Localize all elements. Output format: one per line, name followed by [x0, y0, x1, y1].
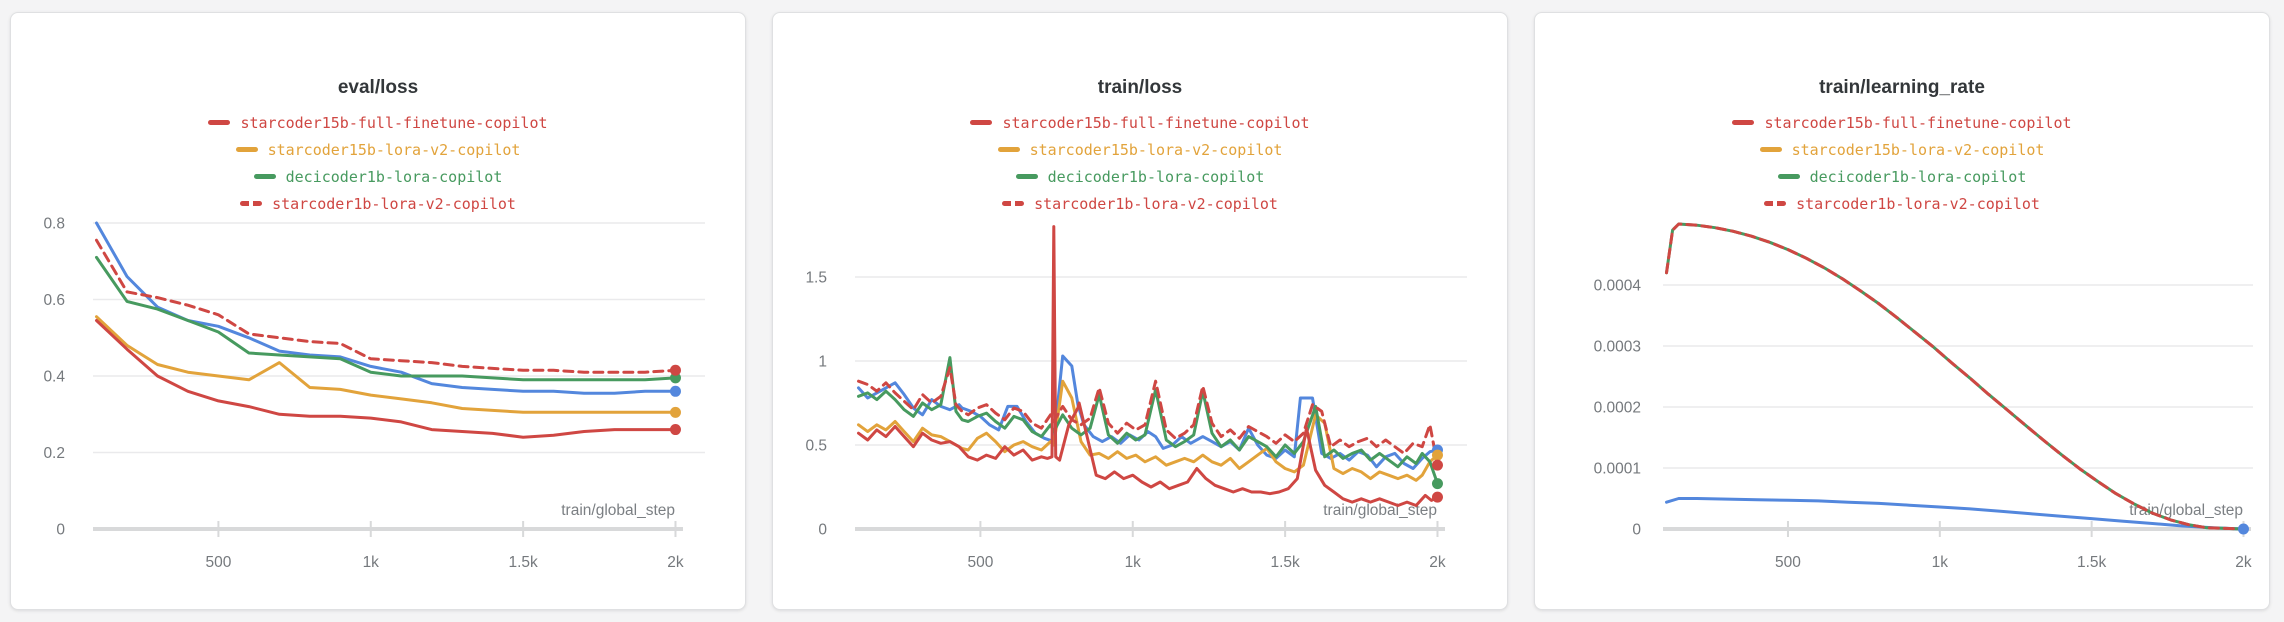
line-swatch-icon	[208, 120, 231, 125]
legend-item[interactable]: starcoder1b-lora-v2-copilot	[1764, 192, 2040, 215]
legend-item[interactable]: starcoder15b-lora-v2-copilot	[235, 138, 521, 161]
y-tick-label: 0	[56, 522, 65, 539]
endpoint-dot	[1431, 478, 1443, 490]
series-line	[95, 319, 677, 439]
y-tick-label: 0.0003	[1594, 339, 1641, 356]
x-axis-label: train/global_step	[561, 502, 675, 519]
line-swatch-icon	[235, 147, 258, 152]
legend-item[interactable]: decicoder1b-lora-copilot	[253, 165, 503, 188]
legend-run-name[interactable]: starcoder1b-lora-v2-copilot	[1796, 194, 2040, 213]
x-tick-label: 500	[967, 554, 993, 571]
legend-run-name[interactable]: starcoder1b-lora-v2-copilot	[1034, 194, 1278, 213]
x-tick-label: 2k	[1429, 554, 1446, 571]
y-tick-label: 0	[818, 522, 827, 539]
panel-train-learning-rate[interactable]: train/learning_rate starcoder15b-full-fi…	[1534, 12, 2270, 610]
legend-item[interactable]: starcoder15b-full-finetune-copilot	[208, 111, 548, 134]
legend-run-name[interactable]: starcoder15b-full-finetune-copilot	[1002, 113, 1310, 132]
line-swatch-icon	[1759, 147, 1782, 152]
legend-run-name[interactable]: starcoder15b-full-finetune-copilot	[240, 113, 548, 132]
chart-title: train/loss	[1097, 77, 1183, 98]
series-line	[1665, 222, 2245, 531]
dashed-line-swatch-icon	[240, 201, 263, 206]
line-swatch-icon	[970, 120, 993, 125]
dashed-line-swatch-icon	[1002, 201, 1025, 206]
endpoint-dot	[669, 385, 681, 397]
line-swatch-icon	[253, 174, 276, 179]
legend-run-name[interactable]: starcoder1b-lora-v2-copilot	[272, 194, 516, 213]
series-line	[857, 225, 1439, 507]
endpoint-dot	[1431, 459, 1443, 471]
endpoint-dot	[2237, 523, 2249, 535]
legend-run-name[interactable]: starcoder15b-lora-v2-copilot	[267, 140, 521, 159]
series-line	[857, 356, 1439, 486]
legend-run-name[interactable]: starcoder15b-lora-v2-copilot	[1029, 140, 1283, 159]
endpoint-dot	[1431, 491, 1443, 503]
endpoint-dot	[669, 424, 681, 436]
train-loss-chart[interactable]: 500 1k 1.5k 2k 0 0.5 1 1.5 train/global_step	[773, 13, 1507, 609]
legend-run-name[interactable]: decicoder1b-lora-copilot	[285, 167, 503, 186]
series-line	[95, 315, 677, 414]
x-tick-label: 2k	[2235, 554, 2252, 571]
x-tick-label: 2k	[667, 554, 684, 571]
legend-run-name[interactable]: decicoder1b-lora-copilot	[1809, 167, 2027, 186]
endpoint-dot	[669, 364, 681, 376]
chart-title: train/learning_rate	[1819, 77, 1985, 98]
legend-run-name[interactable]: starcoder15b-lora-v2-copilot	[1791, 140, 2045, 159]
chart-title: eval/loss	[337, 77, 419, 98]
series-line	[1665, 222, 2245, 531]
series-line	[95, 255, 677, 382]
chart-legend: starcoder15b-full-finetune-copilot starco…	[1535, 111, 2269, 215]
legend-item[interactable]: decicoder1b-lora-copilot	[1015, 165, 1265, 188]
y-tick-label: 0.0001	[1594, 461, 1641, 478]
eval-loss-chart[interactable]: 500 1k 1.5k 2k 0 0.2 0.4 0.6 0.8 train/global_ste…	[11, 13, 745, 609]
x-tick-label: 1.5k	[508, 554, 538, 571]
chart-legend: starcoder15b-full-finetune-copilot starco…	[773, 111, 1507, 215]
y-tick-label: 1.5	[805, 270, 827, 287]
y-tick-label: 1	[818, 354, 827, 371]
chart-legend: starcoder15b-full-finetune-copilot starco…	[11, 111, 745, 215]
endpoint-dot	[669, 372, 681, 384]
y-tick-label: 0	[1632, 522, 1641, 539]
series-line	[95, 221, 677, 395]
line-swatch-icon	[1015, 174, 1038, 179]
y-tick-label: 0.0002	[1594, 400, 1641, 417]
series-line	[95, 238, 677, 374]
x-tick-label: 1k	[363, 554, 380, 571]
endpoint-dot	[669, 406, 681, 418]
line-swatch-icon	[997, 147, 1020, 152]
x-tick-label: 500	[205, 554, 231, 571]
x-tick-label: 1.5k	[1270, 554, 1300, 571]
x-tick-label: 1k	[1125, 554, 1142, 571]
y-tick-label: 0.5	[805, 438, 827, 455]
panel-eval-loss[interactable]: eval/loss starcoder15b-full-finetune-cop…	[10, 12, 746, 610]
legend-item[interactable]: starcoder1b-lora-v2-copilot	[240, 192, 516, 215]
dashed-line-swatch-icon	[1764, 201, 1787, 206]
y-tick-label: 0.4	[43, 369, 65, 386]
y-tick-label: 0.2	[43, 445, 65, 462]
series-line	[857, 366, 1439, 467]
legend-item[interactable]: starcoder15b-full-finetune-copilot	[970, 111, 1310, 134]
y-tick-label: 0.0004	[1594, 278, 1642, 295]
legend-run-name[interactable]: decicoder1b-lora-copilot	[1047, 167, 1265, 186]
series-line	[1665, 497, 2245, 531]
y-tick-label: 0.8	[43, 216, 65, 233]
x-tick-label: 1.5k	[2077, 554, 2107, 571]
legend-item[interactable]: starcoder15b-lora-v2-copilot	[1759, 138, 2045, 161]
legend-item[interactable]: decicoder1b-lora-copilot	[1777, 165, 2027, 188]
line-swatch-icon	[1732, 120, 1755, 125]
endpoint-dot	[1431, 449, 1443, 461]
y-tick-label: 0.6	[43, 292, 65, 309]
line-swatch-icon	[1777, 174, 1800, 179]
legend-item[interactable]: starcoder15b-full-finetune-copilot	[1732, 111, 2072, 134]
x-tick-label: 1k	[1932, 554, 1949, 571]
x-tick-label: 500	[1775, 554, 1801, 571]
legend-item[interactable]: starcoder15b-lora-v2-copilot	[997, 138, 1283, 161]
legend-item[interactable]: starcoder1b-lora-v2-copilot	[1002, 192, 1278, 215]
x-axis-label: train/global_step	[1323, 502, 1437, 519]
train-learning-rate-chart[interactable]: 500 1k 1.5k 2k00.00010.00020.00030.0004trai…	[1535, 13, 2269, 609]
panel-train-loss[interactable]: train/loss starcoder15b-full-finetune-co…	[772, 12, 1508, 610]
legend-run-name[interactable]: starcoder15b-full-finetune-copilot	[1764, 113, 2072, 132]
